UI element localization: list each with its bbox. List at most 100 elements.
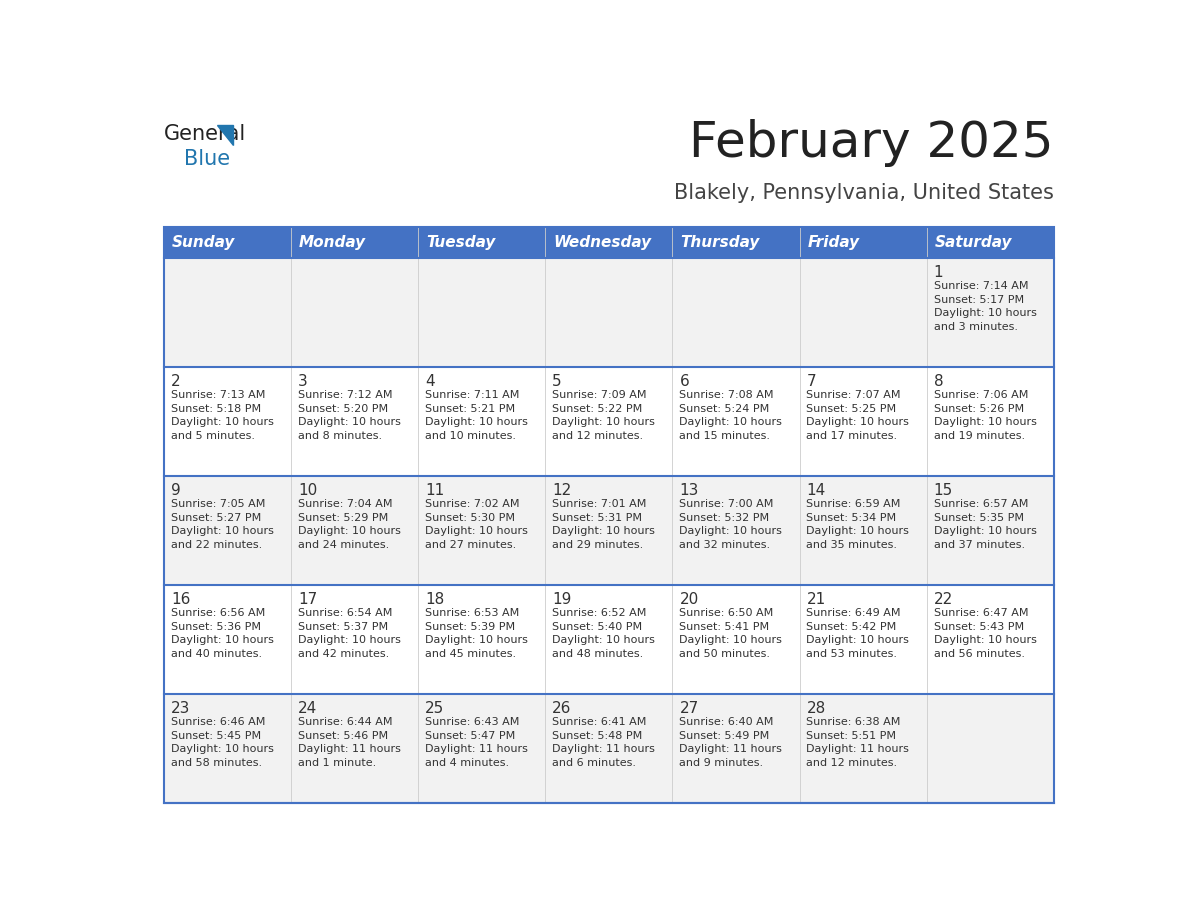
Text: Sunrise: 7:02 AM
Sunset: 5:30 PM
Daylight: 10 hours
and 27 minutes.: Sunrise: 7:02 AM Sunset: 5:30 PM Dayligh… xyxy=(425,499,527,550)
Text: Sunrise: 6:40 AM
Sunset: 5:49 PM
Daylight: 11 hours
and 9 minutes.: Sunrise: 6:40 AM Sunset: 5:49 PM Dayligh… xyxy=(680,717,782,768)
Text: Sunrise: 6:57 AM
Sunset: 5:35 PM
Daylight: 10 hours
and 37 minutes.: Sunrise: 6:57 AM Sunset: 5:35 PM Dayligh… xyxy=(934,499,1036,550)
Text: Sunrise: 6:43 AM
Sunset: 5:47 PM
Daylight: 11 hours
and 4 minutes.: Sunrise: 6:43 AM Sunset: 5:47 PM Dayligh… xyxy=(425,717,527,768)
Bar xyxy=(291,258,418,367)
Text: Blakely, Pennsylvania, United States: Blakely, Pennsylvania, United States xyxy=(674,184,1054,203)
Text: Sunrise: 7:09 AM
Sunset: 5:22 PM
Daylight: 10 hours
and 12 minutes.: Sunrise: 7:09 AM Sunset: 5:22 PM Dayligh… xyxy=(552,390,655,441)
Bar xyxy=(927,476,1054,585)
Text: Sunrise: 6:59 AM
Sunset: 5:34 PM
Daylight: 10 hours
and 35 minutes.: Sunrise: 6:59 AM Sunset: 5:34 PM Dayligh… xyxy=(807,499,909,550)
Text: Sunrise: 7:07 AM
Sunset: 5:25 PM
Daylight: 10 hours
and 17 minutes.: Sunrise: 7:07 AM Sunset: 5:25 PM Dayligh… xyxy=(807,390,909,441)
Text: Sunrise: 7:01 AM
Sunset: 5:31 PM
Daylight: 10 hours
and 29 minutes.: Sunrise: 7:01 AM Sunset: 5:31 PM Dayligh… xyxy=(552,499,655,550)
Text: 26: 26 xyxy=(552,701,571,716)
Bar xyxy=(800,694,927,803)
Text: Sunrise: 7:00 AM
Sunset: 5:32 PM
Daylight: 10 hours
and 32 minutes.: Sunrise: 7:00 AM Sunset: 5:32 PM Dayligh… xyxy=(680,499,782,550)
Text: Sunrise: 7:14 AM
Sunset: 5:17 PM
Daylight: 10 hours
and 3 minutes.: Sunrise: 7:14 AM Sunset: 5:17 PM Dayligh… xyxy=(934,281,1036,332)
Text: 5: 5 xyxy=(552,374,562,389)
Text: Thursday: Thursday xyxy=(681,235,759,250)
Bar xyxy=(164,694,291,803)
Bar xyxy=(545,585,672,694)
Text: Sunrise: 7:06 AM
Sunset: 5:26 PM
Daylight: 10 hours
and 19 minutes.: Sunrise: 7:06 AM Sunset: 5:26 PM Dayligh… xyxy=(934,390,1036,441)
Text: 24: 24 xyxy=(298,701,317,716)
Text: Sunrise: 7:13 AM
Sunset: 5:18 PM
Daylight: 10 hours
and 5 minutes.: Sunrise: 7:13 AM Sunset: 5:18 PM Dayligh… xyxy=(171,390,274,441)
Bar xyxy=(291,476,418,585)
Text: Wednesday: Wednesday xyxy=(554,235,651,250)
Text: Tuesday: Tuesday xyxy=(426,235,495,250)
Text: 21: 21 xyxy=(807,592,826,607)
Text: 16: 16 xyxy=(171,592,190,607)
Bar xyxy=(672,258,800,367)
Text: Sunrise: 6:56 AM
Sunset: 5:36 PM
Daylight: 10 hours
and 40 minutes.: Sunrise: 6:56 AM Sunset: 5:36 PM Dayligh… xyxy=(171,609,274,659)
Text: General: General xyxy=(164,124,246,144)
Text: 4: 4 xyxy=(425,374,435,389)
Bar xyxy=(927,258,1054,367)
Text: 18: 18 xyxy=(425,592,444,607)
Text: Sunday: Sunday xyxy=(172,235,235,250)
Bar xyxy=(418,367,545,476)
Bar xyxy=(418,476,545,585)
Bar xyxy=(800,258,927,367)
Bar xyxy=(800,367,927,476)
Bar xyxy=(545,694,672,803)
Text: 11: 11 xyxy=(425,483,444,498)
Text: 9: 9 xyxy=(171,483,181,498)
Bar xyxy=(545,258,672,367)
Bar xyxy=(164,227,1054,803)
Text: Sunrise: 7:12 AM
Sunset: 5:20 PM
Daylight: 10 hours
and 8 minutes.: Sunrise: 7:12 AM Sunset: 5:20 PM Dayligh… xyxy=(298,390,402,441)
Bar xyxy=(164,367,291,476)
Text: 8: 8 xyxy=(934,374,943,389)
Bar xyxy=(800,476,927,585)
Bar xyxy=(672,585,800,694)
Text: Sunrise: 7:08 AM
Sunset: 5:24 PM
Daylight: 10 hours
and 15 minutes.: Sunrise: 7:08 AM Sunset: 5:24 PM Dayligh… xyxy=(680,390,782,441)
Text: Sunrise: 6:41 AM
Sunset: 5:48 PM
Daylight: 11 hours
and 6 minutes.: Sunrise: 6:41 AM Sunset: 5:48 PM Dayligh… xyxy=(552,717,655,768)
Text: Sunrise: 6:38 AM
Sunset: 5:51 PM
Daylight: 11 hours
and 12 minutes.: Sunrise: 6:38 AM Sunset: 5:51 PM Dayligh… xyxy=(807,717,909,768)
Text: 27: 27 xyxy=(680,701,699,716)
Text: February 2025: February 2025 xyxy=(689,119,1054,167)
Text: Sunrise: 6:49 AM
Sunset: 5:42 PM
Daylight: 10 hours
and 53 minutes.: Sunrise: 6:49 AM Sunset: 5:42 PM Dayligh… xyxy=(807,609,909,659)
Text: 22: 22 xyxy=(934,592,953,607)
Bar xyxy=(418,258,545,367)
Text: Sunrise: 7:05 AM
Sunset: 5:27 PM
Daylight: 10 hours
and 22 minutes.: Sunrise: 7:05 AM Sunset: 5:27 PM Dayligh… xyxy=(171,499,274,550)
Bar xyxy=(164,476,291,585)
Text: Sunrise: 7:11 AM
Sunset: 5:21 PM
Daylight: 10 hours
and 10 minutes.: Sunrise: 7:11 AM Sunset: 5:21 PM Dayligh… xyxy=(425,390,527,441)
Text: Sunrise: 6:54 AM
Sunset: 5:37 PM
Daylight: 10 hours
and 42 minutes.: Sunrise: 6:54 AM Sunset: 5:37 PM Dayligh… xyxy=(298,609,402,659)
Text: Monday: Monday xyxy=(299,235,366,250)
Text: Friday: Friday xyxy=(808,235,859,250)
Text: 25: 25 xyxy=(425,701,444,716)
Text: Sunrise: 6:46 AM
Sunset: 5:45 PM
Daylight: 10 hours
and 58 minutes.: Sunrise: 6:46 AM Sunset: 5:45 PM Dayligh… xyxy=(171,717,274,768)
Bar xyxy=(291,585,418,694)
Text: 19: 19 xyxy=(552,592,571,607)
Polygon shape xyxy=(217,125,233,145)
Text: 12: 12 xyxy=(552,483,571,498)
Bar xyxy=(164,585,291,694)
Text: 17: 17 xyxy=(298,592,317,607)
Bar xyxy=(418,585,545,694)
Text: Sunrise: 7:04 AM
Sunset: 5:29 PM
Daylight: 10 hours
and 24 minutes.: Sunrise: 7:04 AM Sunset: 5:29 PM Dayligh… xyxy=(298,499,402,550)
Text: 15: 15 xyxy=(934,483,953,498)
Text: Sunrise: 6:52 AM
Sunset: 5:40 PM
Daylight: 10 hours
and 48 minutes.: Sunrise: 6:52 AM Sunset: 5:40 PM Dayligh… xyxy=(552,609,655,659)
Bar xyxy=(672,367,800,476)
Text: 2: 2 xyxy=(171,374,181,389)
Text: 14: 14 xyxy=(807,483,826,498)
Text: 1: 1 xyxy=(934,265,943,280)
Text: 7: 7 xyxy=(807,374,816,389)
Text: Blue: Blue xyxy=(184,149,230,169)
Text: 3: 3 xyxy=(298,374,308,389)
Bar xyxy=(545,476,672,585)
Bar xyxy=(672,476,800,585)
Text: 28: 28 xyxy=(807,701,826,716)
Text: Sunrise: 6:47 AM
Sunset: 5:43 PM
Daylight: 10 hours
and 56 minutes.: Sunrise: 6:47 AM Sunset: 5:43 PM Dayligh… xyxy=(934,609,1036,659)
Text: Sunrise: 6:53 AM
Sunset: 5:39 PM
Daylight: 10 hours
and 45 minutes.: Sunrise: 6:53 AM Sunset: 5:39 PM Dayligh… xyxy=(425,609,527,659)
Bar xyxy=(291,694,418,803)
Text: Saturday: Saturday xyxy=(934,235,1012,250)
Bar xyxy=(927,694,1054,803)
Bar xyxy=(545,367,672,476)
Bar xyxy=(418,694,545,803)
Bar xyxy=(927,585,1054,694)
Text: 20: 20 xyxy=(680,592,699,607)
Bar xyxy=(164,258,291,367)
Bar xyxy=(800,585,927,694)
Text: 13: 13 xyxy=(680,483,699,498)
Text: 6: 6 xyxy=(680,374,689,389)
Bar xyxy=(672,694,800,803)
Text: Sunrise: 6:44 AM
Sunset: 5:46 PM
Daylight: 11 hours
and 1 minute.: Sunrise: 6:44 AM Sunset: 5:46 PM Dayligh… xyxy=(298,717,402,768)
Text: 10: 10 xyxy=(298,483,317,498)
